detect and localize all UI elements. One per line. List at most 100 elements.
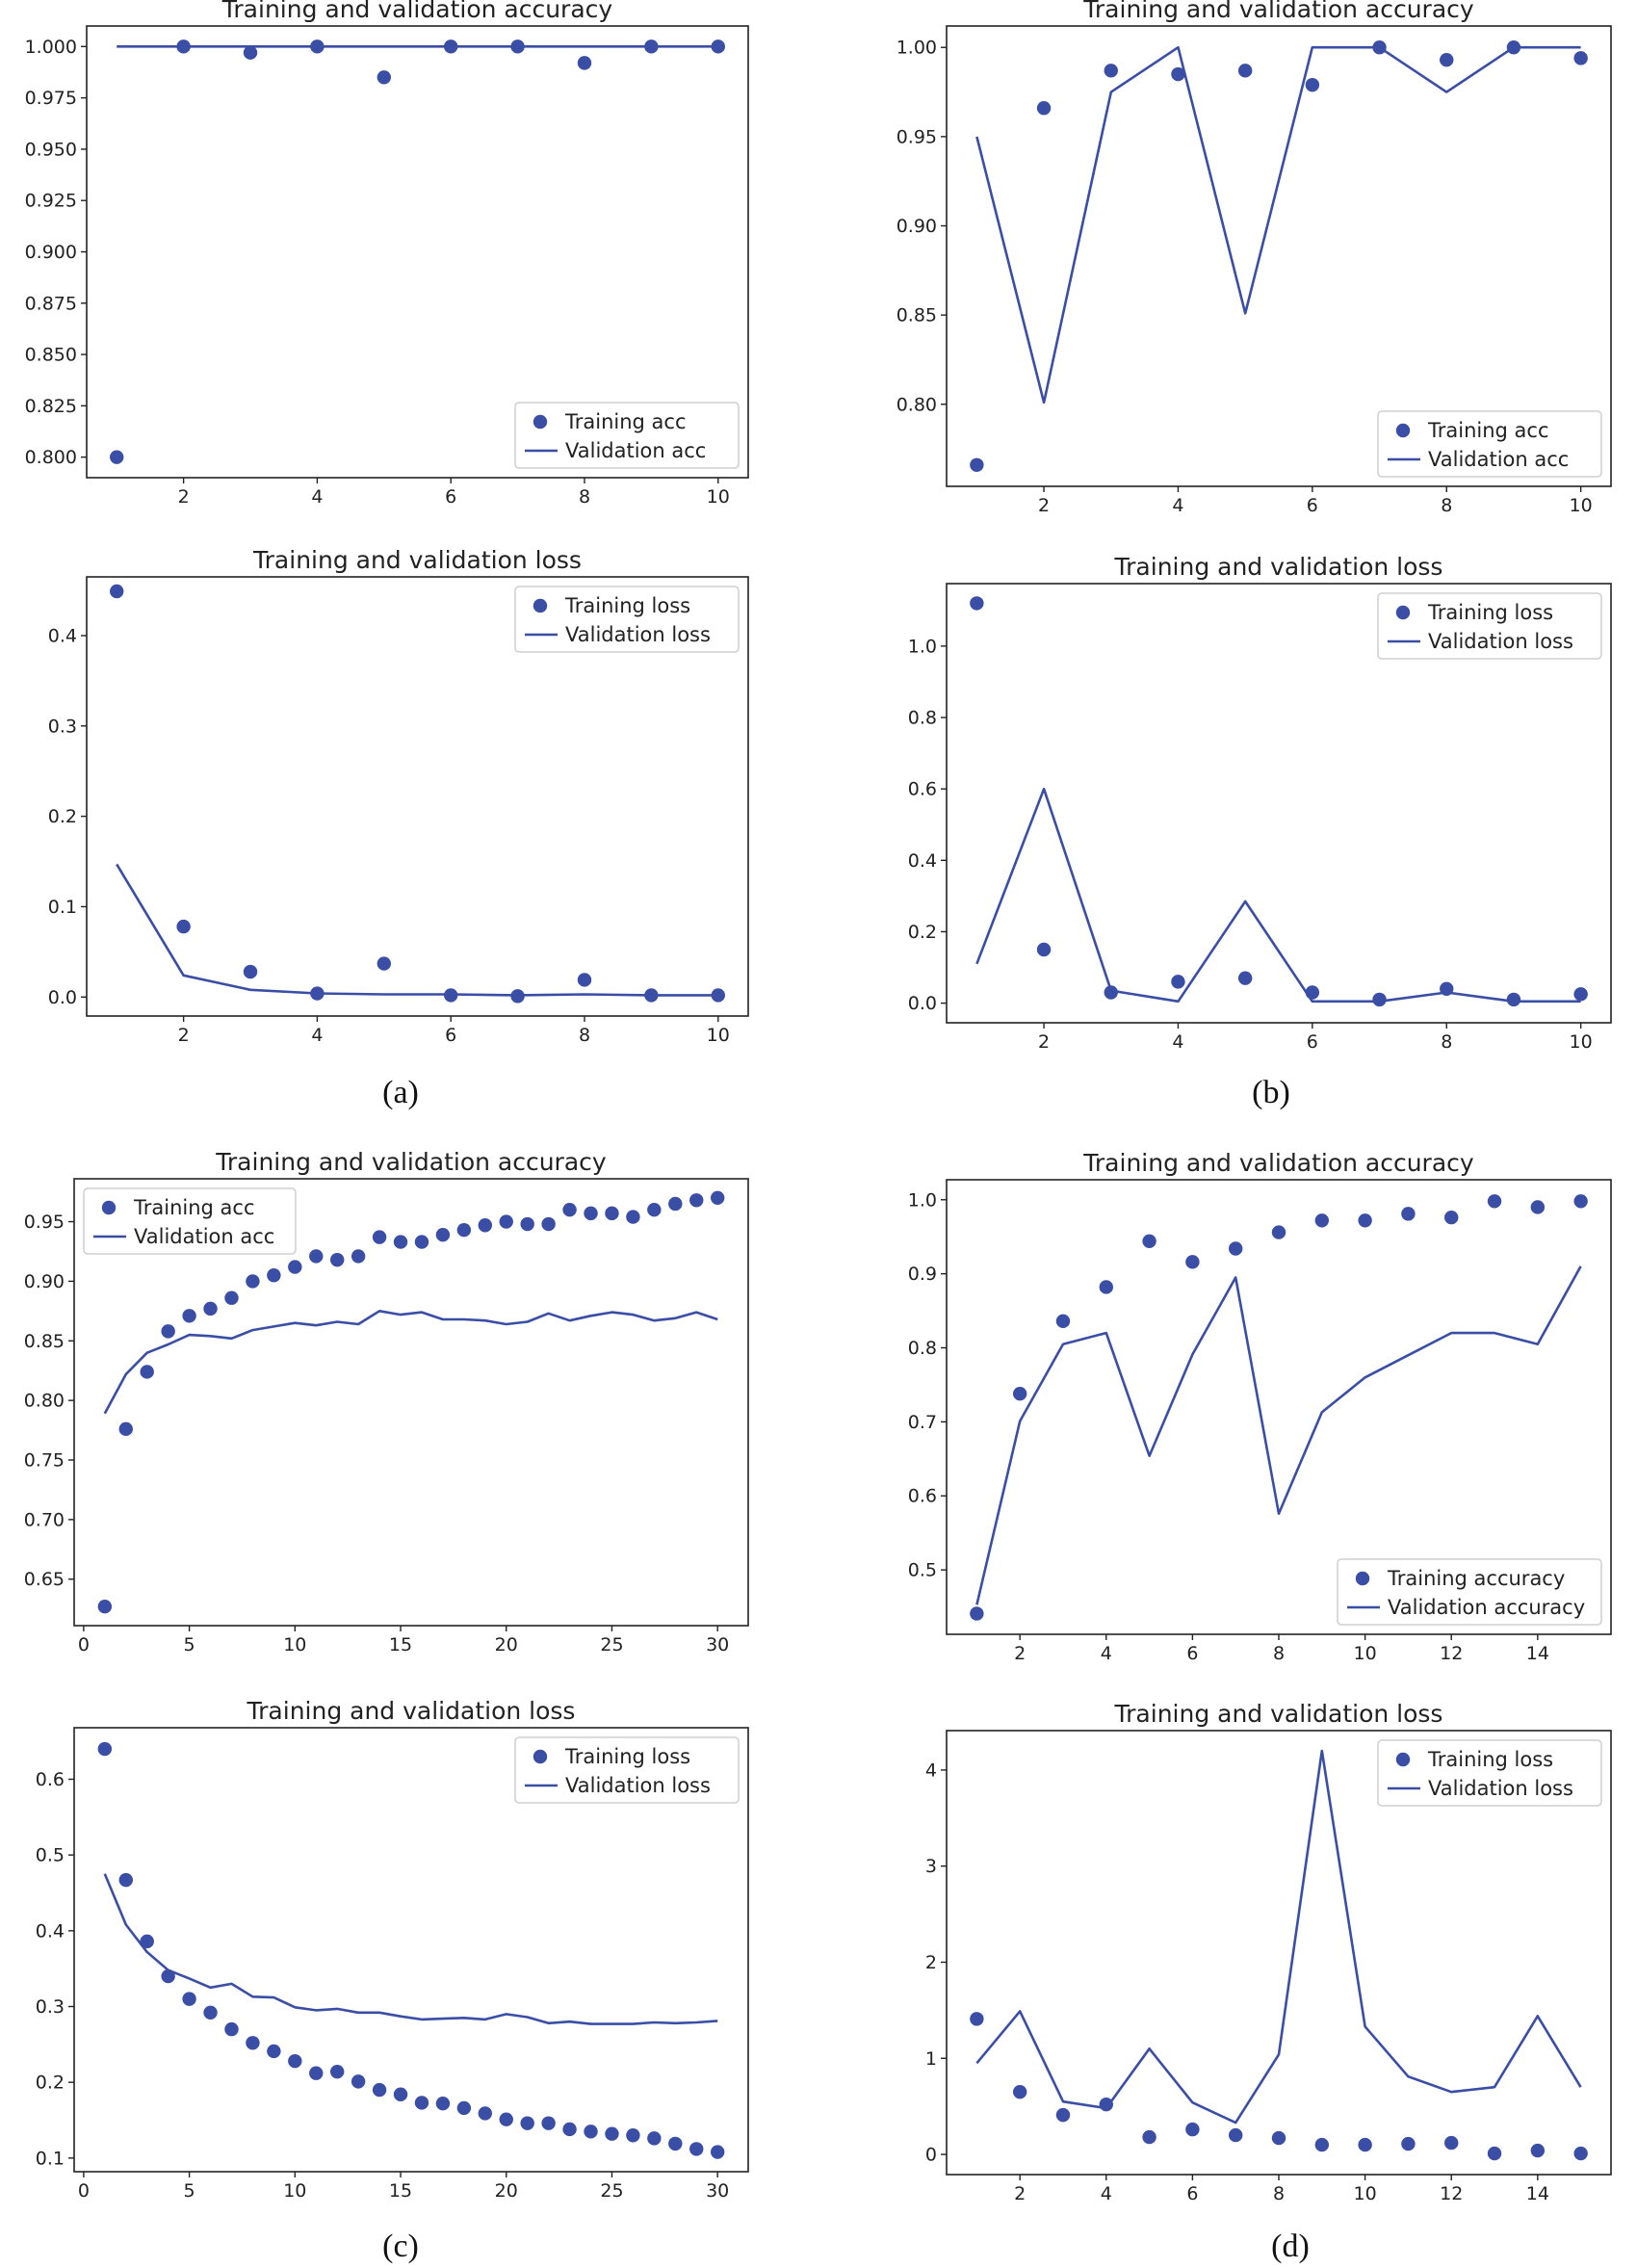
- training-point: [372, 2082, 387, 2098]
- legend-marker-training: [533, 598, 548, 613]
- y-tick-label: 0.925: [25, 191, 77, 212]
- training-point: [118, 1872, 133, 1888]
- plot-frame: [73, 1178, 749, 1627]
- x-tick-label: 2: [1014, 1643, 1026, 1664]
- training-point: [329, 1252, 345, 1267]
- training-point: [478, 1218, 493, 1233]
- y-tick-label: 0.90: [24, 1271, 65, 1292]
- y-tick-label: 0.75: [24, 1450, 65, 1472]
- y-tick-label: 0.6: [908, 1486, 937, 1507]
- y-tick-label: 1.00: [896, 38, 937, 59]
- training-point: [393, 1235, 408, 1249]
- training-point: [176, 39, 191, 54]
- training-point: [246, 1274, 260, 1289]
- training-point: [1237, 64, 1253, 78]
- training-point: [541, 2116, 556, 2130]
- training-point: [97, 1741, 113, 1757]
- training-point: [110, 584, 124, 599]
- validation-line: [975, 1265, 1582, 1605]
- training-point: [182, 1992, 196, 2006]
- x-tick-label: 10: [1354, 2183, 1377, 2204]
- training-point: [267, 2044, 281, 2059]
- training-point: [97, 1600, 113, 1614]
- training-point: [1530, 2143, 1546, 2158]
- x-tick-label: 0: [78, 2180, 90, 2202]
- training-point: [1372, 992, 1387, 1007]
- x-tick-label: 2: [1014, 2183, 1026, 2204]
- x-tick-label: 20: [495, 1634, 518, 1655]
- x-tick-label: 10: [1570, 495, 1593, 516]
- training-point: [1573, 2146, 1588, 2161]
- training-point: [644, 39, 659, 54]
- training-point: [1171, 66, 1185, 82]
- legend-label-validation: Validation loss: [1428, 1777, 1573, 1800]
- training-point: [1401, 1207, 1416, 1221]
- training-point: [577, 973, 592, 987]
- legend: Training accuracy Validation accuracy: [1337, 1558, 1602, 1626]
- y-tick-label: 0.85: [24, 1331, 65, 1352]
- legend-label-validation: Validation acc: [134, 1225, 274, 1248]
- y-tick-label: 1.0: [908, 636, 937, 657]
- x-tick-label: 10: [283, 1634, 306, 1655]
- chart-4: Training and validation loss 2 4 6 8 10 0.0 0.2…: [908, 553, 1612, 1053]
- training-point: [1055, 1314, 1071, 1329]
- training-point: [456, 1223, 472, 1238]
- training-point: [1099, 2097, 1113, 2112]
- training-point: [1358, 1213, 1372, 1228]
- x-tick-label: 10: [283, 2180, 306, 2202]
- training-point: [1314, 2137, 1330, 2152]
- training-point: [711, 988, 725, 1003]
- training-point: [1228, 2127, 1243, 2143]
- training-point: [970, 1606, 984, 1621]
- caption-c: (c): [382, 2229, 419, 2264]
- training-point: [1305, 77, 1320, 92]
- training-point: [309, 1249, 324, 1264]
- x-tick-label: 30: [706, 2180, 729, 2202]
- x-tick-label: 4: [1101, 2183, 1112, 2204]
- y-tick-label: 0.6: [908, 779, 937, 800]
- training-point: [1372, 40, 1387, 55]
- training-point: [1099, 1280, 1113, 1294]
- plot-frame: [86, 576, 749, 1017]
- caption-d: (d): [1271, 2229, 1310, 2264]
- training-point: [1314, 1213, 1330, 1228]
- legend-box: [514, 586, 740, 653]
- training-point: [393, 2087, 408, 2101]
- legend: Training loss Validation loss: [514, 1736, 740, 1804]
- training-point: [605, 1206, 619, 1221]
- training-point: [1036, 101, 1052, 116]
- legend-box: [1377, 410, 1602, 478]
- training-point: [1012, 2084, 1027, 2099]
- y-tick-label: 0.6: [36, 1769, 65, 1790]
- training-point: [668, 1196, 683, 1212]
- x-tick-label: 4: [311, 1025, 323, 1046]
- training-point: [310, 39, 325, 54]
- training-point: [644, 988, 659, 1003]
- training-point: [377, 70, 392, 85]
- x-tick-label: 10: [707, 486, 730, 508]
- training-point: [1573, 51, 1588, 65]
- validation-line: [103, 1873, 718, 2025]
- y-tick-label: 0.2: [908, 922, 937, 943]
- x-tick-label: 15: [389, 1634, 412, 1655]
- legend-label-training: Training acc: [564, 410, 687, 433]
- chart-title: Training and validation loss: [252, 546, 582, 574]
- training-point: [267, 1268, 281, 1283]
- legend-box: [1337, 1558, 1602, 1626]
- legend-label-training: Training loss: [564, 1745, 690, 1768]
- chart-title: Training and validation loss: [247, 1697, 576, 1725]
- x-tick-label: 8: [1273, 2183, 1285, 2204]
- y-tick-label: 0.0: [48, 987, 77, 1008]
- training-point: [435, 2096, 451, 2111]
- training-point: [1036, 942, 1052, 957]
- y-tick-label: 0.1: [36, 2148, 65, 2169]
- legend-marker-training: [1395, 423, 1411, 438]
- training-point: [161, 1968, 175, 1984]
- training-point: [443, 39, 458, 54]
- training-point: [1271, 1225, 1286, 1239]
- training-point: [161, 1324, 175, 1339]
- training-point: [710, 2145, 725, 2159]
- plot-frame: [946, 1179, 1612, 1635]
- chart-3: Training and validation accuracy 2 4 6 8 10 0.…: [896, 0, 1612, 516]
- x-tick-label: 6: [1307, 495, 1318, 516]
